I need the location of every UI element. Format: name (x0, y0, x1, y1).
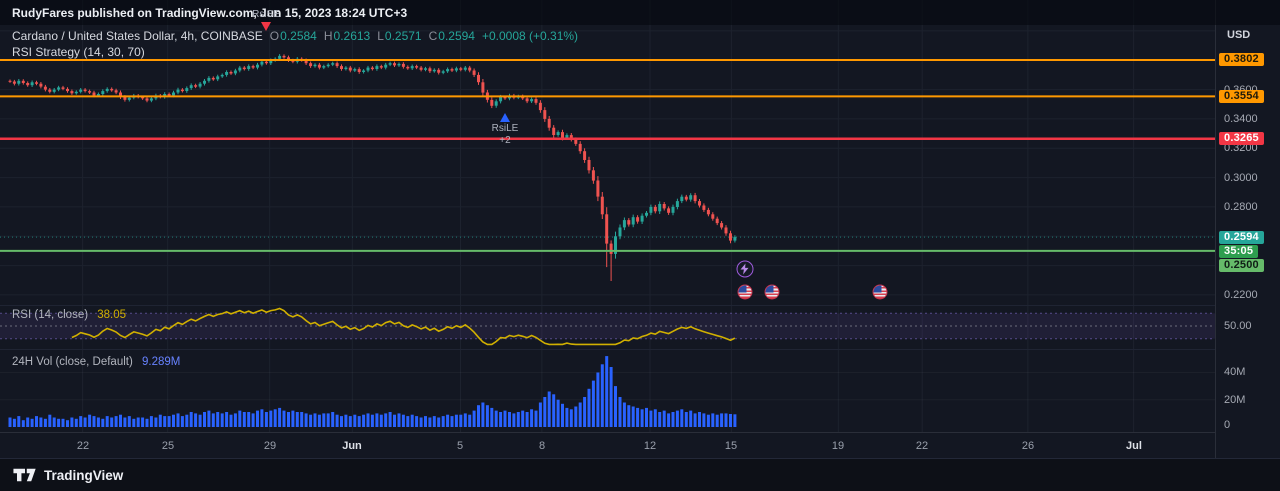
us-flag-event-icon[interactable] (764, 284, 780, 300)
long-entry-qty: +2 (499, 135, 511, 146)
time-axis-label: 5 (456, 440, 464, 452)
chart-canvas[interactable] (0, 0, 1215, 432)
symbol-title[interactable]: Cardano / United States Dollar, 4h, COIN… (12, 29, 263, 43)
price-axis-label: 0.2200 (1224, 289, 1258, 301)
time-axis-label: 26 (1021, 440, 1035, 452)
footer-bar: TradingView (0, 458, 1280, 491)
price-axis-label: 0.3000 (1224, 172, 1258, 184)
price-badge: 0.3802 (1219, 53, 1264, 66)
rsi-legend: RSI (14, close) 38.05 (12, 309, 126, 321)
short-entry-marker: RsiSE (244, 9, 288, 32)
price-axis-label: 0.2800 (1224, 201, 1258, 213)
time-axis-label: 19 (831, 440, 845, 452)
long-entry-marker: RsiLE +2 (483, 112, 527, 147)
us-flag-event-icon[interactable] (872, 284, 888, 300)
tradingview-logo-icon[interactable] (13, 467, 37, 483)
ohlc-high-label: H (323, 29, 333, 43)
time-axis-label: 25 (161, 440, 175, 452)
axis-currency-label: USD (1227, 29, 1251, 41)
change-value: +0.0008 (+0.31%) (481, 29, 579, 43)
volume-axis-label: 0 (1224, 419, 1231, 431)
price-axis-label: 0.3400 (1224, 113, 1258, 125)
time-axis-label: 22 (915, 440, 929, 452)
us-flag-event-icon[interactable] (737, 284, 753, 300)
publish-bar: RudyFares published on TradingView.com, … (0, 0, 1280, 25)
publish-text: RudyFares published on TradingView.com, … (12, 5, 408, 20)
short-entry-arrow-down-icon (261, 22, 271, 31)
volume-legend: 24H Vol (close, Default) 9.289M (12, 356, 180, 368)
strategy-title[interactable]: RSI Strategy (14, 30, 70) (12, 45, 145, 59)
short-entry-label: RsiSE (252, 9, 280, 20)
volume-value: 9.289M (142, 356, 181, 368)
volume-label[interactable]: 24H Vol (close, Default) (12, 356, 133, 368)
price-badge: 0.2594 (1219, 231, 1264, 244)
time-axis-label: 8 (538, 440, 546, 452)
footer-brand-text[interactable]: TradingView (44, 467, 124, 483)
time-axis[interactable]: 22 25 29 Jun 5 8 12 15 19 22 26 Jul (0, 432, 1215, 459)
ohlc-low-label: L (377, 29, 384, 43)
time-axis-label: 15 (724, 440, 738, 452)
price-axis[interactable]: USD 0.36000.34000.32000.30000.28000.2200… (1215, 0, 1280, 458)
rsi-label[interactable]: RSI (14, close) (12, 309, 89, 321)
price-badge: 0.3265 (1219, 132, 1264, 145)
long-entry-label: RsiLE (491, 123, 519, 134)
time-axis-label: Jun (342, 440, 362, 452)
strategy-legend: RSI Strategy (14, 30, 70) (12, 45, 145, 59)
price-badge: 0.2500 (1219, 259, 1264, 272)
symbol-legend: Cardano / United States Dollar, 4h, COIN… (12, 29, 578, 43)
ohlc-close-value: 0.2594 (438, 29, 475, 43)
countdown-badge: 35:05 (1219, 245, 1259, 258)
price-badge: 0.3554 (1219, 90, 1264, 103)
ohlc-open-label: O (269, 29, 280, 43)
volume-axis-label: 20M (1224, 394, 1246, 406)
ohlc-high-value: 0.2613 (333, 29, 371, 43)
ohlc-low-value: 0.2571 (384, 29, 422, 43)
ohlc-close-label: C (428, 29, 438, 43)
time-axis-label: 22 (76, 440, 90, 452)
volume-axis-label: 40M (1224, 366, 1246, 378)
time-axis-label: Jul (1126, 440, 1142, 452)
ohlc-open-value: 0.2584 (280, 29, 317, 43)
price-axis-label: 0.3200 (1224, 142, 1258, 154)
lightning-event-icon[interactable] (736, 260, 754, 278)
rsi-value: 38.05 (97, 309, 127, 321)
time-axis-label: 12 (643, 440, 657, 452)
time-axis-label: 29 (263, 440, 277, 452)
long-entry-arrow-up-icon (500, 113, 510, 122)
rsi-axis-label: 50.00 (1224, 320, 1252, 332)
